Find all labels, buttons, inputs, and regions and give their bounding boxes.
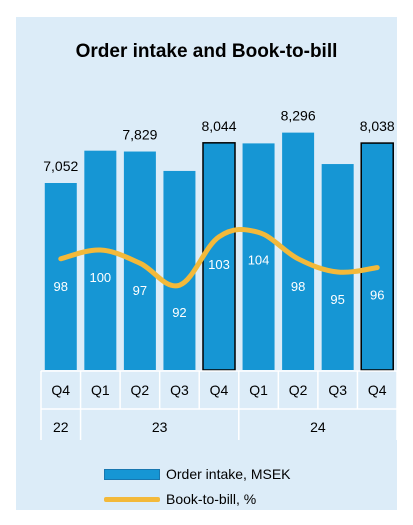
legend-order-intake: Order intake, MSEK <box>104 464 324 484</box>
bar-3 <box>163 170 196 370</box>
book-to-bill-label-8: 96 <box>370 288 384 303</box>
bar-5 <box>242 143 275 370</box>
book-to-bill-label-7: 95 <box>330 292 344 307</box>
year-label-2: 24 <box>310 419 326 435</box>
book-to-bill-label-3: 92 <box>172 305 186 320</box>
year-label-1: 23 <box>152 419 168 435</box>
book-to-bill-label-2: 97 <box>133 283 147 298</box>
legend-label-book-to-bill: Book-to-bill, % <box>166 491 257 507</box>
bar-value-label-0: 7,052 <box>43 158 78 174</box>
quarter-label-5: Q1 <box>249 382 268 398</box>
book-to-bill-label-0: 98 <box>54 279 68 294</box>
quarter-label-0: Q4 <box>51 382 70 398</box>
bar-value-label-6: 8,296 <box>281 108 316 124</box>
bar-4 <box>202 142 236 371</box>
legend-swatch-line <box>104 496 160 502</box>
book-to-bill-label-6: 98 <box>291 279 305 294</box>
legend-label-order-intake: Order intake, MSEK <box>166 466 291 482</box>
quarter-label-4: Q4 <box>210 382 229 398</box>
quarter-label-1: Q1 <box>91 382 110 398</box>
chart-title: Order intake and Book-to-bill <box>75 41 338 62</box>
book-to-bill-line <box>58 227 380 289</box>
legend-book-to-bill: Book-to-bill, % <box>104 489 324 509</box>
quarter-label-2: Q2 <box>131 382 150 398</box>
bar-value-label-2: 7,829 <box>122 127 157 143</box>
book-to-bill-label-4: 103 <box>208 257 230 272</box>
bar-1 <box>84 150 117 370</box>
bar-value-label-4: 8,044 <box>201 118 236 134</box>
quarter-label-7: Q3 <box>328 382 347 398</box>
quarter-label-8: Q4 <box>368 382 387 398</box>
book-to-bill-label-5: 104 <box>248 252 270 267</box>
bar-value-label-8: 8,038 <box>360 118 395 134</box>
year-label-0: 22 <box>53 419 69 435</box>
quarter-label-6: Q2 <box>289 382 308 398</box>
bar-8 <box>360 142 394 371</box>
bar-0 <box>44 183 77 370</box>
quarter-label-3: Q3 <box>170 382 189 398</box>
bar-7 <box>321 164 354 370</box>
book-to-bill-label-1: 100 <box>89 270 111 285</box>
legend-swatch-bar <box>104 468 160 480</box>
